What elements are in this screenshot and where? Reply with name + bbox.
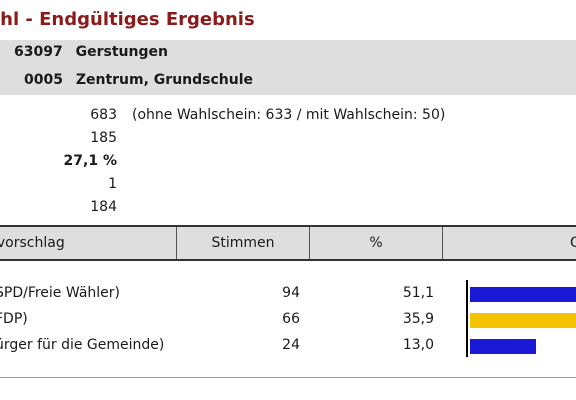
stat-gueltig: 184	[90, 199, 117, 215]
stat-wahlberechtigte: 683	[90, 107, 117, 123]
page-title: ahl - Endgültiges Ergebnis	[0, 9, 255, 30]
stat-wahlbeteiligung: 27,1 %	[63, 153, 117, 169]
bezirk-code: 0005	[24, 72, 63, 88]
party-bar	[470, 313, 576, 328]
party-percent: 35,9	[402, 311, 434, 327]
party-bar	[470, 339, 537, 354]
party-bar	[470, 287, 576, 302]
gemeinde-row: 63097 Gerstungen	[14, 44, 168, 60]
party-row: SPD/Freie Wähler) 94 51,1	[0, 283, 576, 309]
party-votes: 24	[282, 337, 300, 353]
gemeinde-name: Gerstungen	[75, 44, 168, 60]
party-name: SPD/Freie Wähler)	[0, 285, 120, 301]
party-votes: 94	[282, 285, 300, 301]
header-percent: %	[369, 235, 383, 251]
party-name: FDP)	[0, 311, 28, 327]
header-vorschlag: lvorschlag	[0, 235, 65, 251]
bottom-divider	[0, 377, 576, 378]
location-band: 63097 Gerstungen 0005 Zentrum, Grundschu…	[0, 40, 576, 95]
party-percent: 13,0	[402, 337, 434, 353]
header-divider	[176, 227, 177, 259]
header-divider	[442, 227, 443, 259]
party-name: ürger für die Gemeinde)	[0, 337, 165, 353]
results-table-header: lvorschlag Stimmen % G	[0, 225, 576, 261]
bezirk-row: 0005 Zentrum, Grundschule	[24, 72, 253, 88]
stat-wahlberechtigte-note: (ohne Wahlschein: 633 / mit Wahlschein: …	[132, 107, 446, 123]
bar-axis	[466, 280, 468, 357]
header-chart: G	[570, 235, 576, 251]
party-row: ürger für die Gemeinde) 24 13,0	[0, 335, 576, 361]
stat-waehler: 185	[90, 130, 117, 146]
gemeinde-code: 63097	[14, 44, 63, 60]
party-votes: 66	[282, 311, 300, 327]
stat-ungueltig: 1	[108, 176, 117, 192]
page-title-text: ahl - Endgültiges Ergebnis	[0, 9, 255, 30]
header-stimmen: Stimmen	[211, 235, 275, 251]
bezirk-name: Zentrum, Grundschule	[75, 72, 254, 88]
party-percent: 51,1	[402, 285, 434, 301]
party-row: FDP) 66 35,9	[0, 309, 576, 335]
header-divider	[309, 227, 310, 259]
